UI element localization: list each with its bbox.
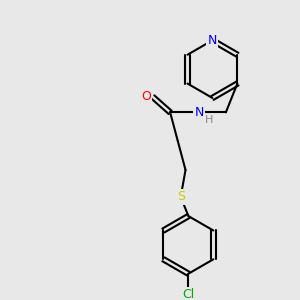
Text: N: N <box>208 34 217 47</box>
Text: S: S <box>177 190 185 203</box>
Text: O: O <box>141 91 151 103</box>
Text: N: N <box>194 106 204 119</box>
Text: H: H <box>204 115 213 125</box>
Text: Cl: Cl <box>182 288 194 300</box>
